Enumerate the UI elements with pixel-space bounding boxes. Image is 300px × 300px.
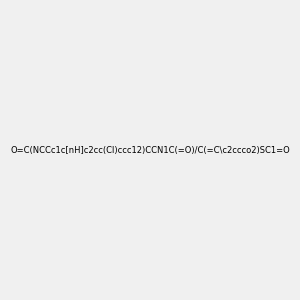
Text: O=C(NCCc1c[nH]c2cc(Cl)ccc12)CCN1C(=O)/C(=C\c2ccco2)SC1=O: O=C(NCCc1c[nH]c2cc(Cl)ccc12)CCN1C(=O)/C(… bbox=[10, 146, 290, 154]
